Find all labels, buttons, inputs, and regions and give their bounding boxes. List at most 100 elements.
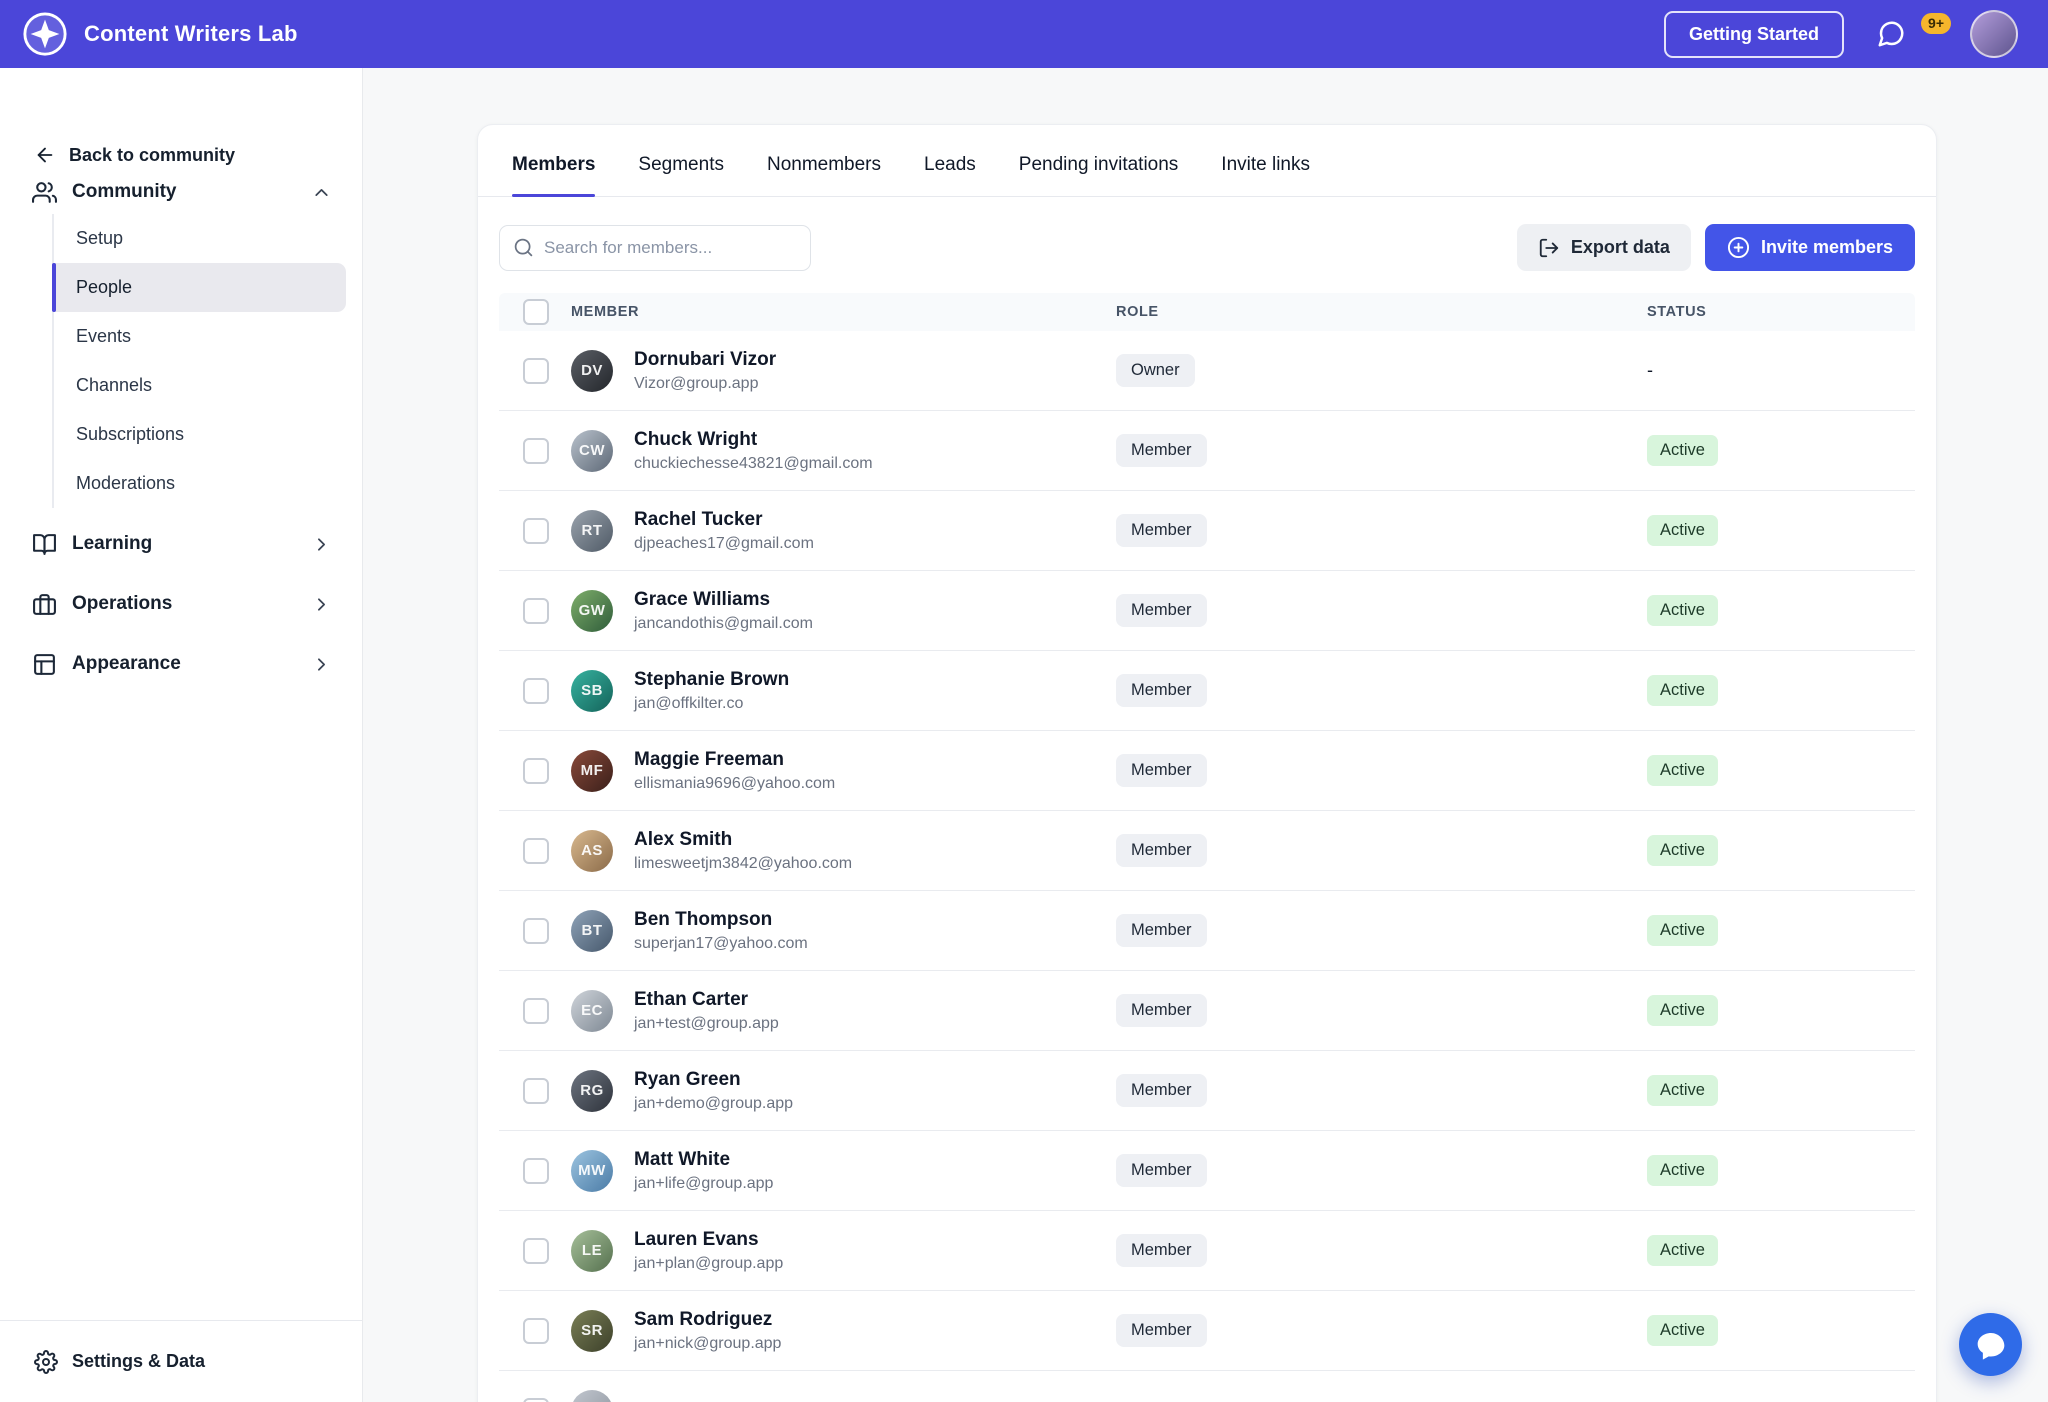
- members-card: Members Segments Nonmembers Leads Pending in…: [477, 124, 1937, 1402]
- status-cell: Active: [1647, 915, 1915, 946]
- tab-nonmembers[interactable]: Nonmembers: [767, 154, 881, 196]
- export-icon: [1539, 238, 1559, 257]
- tab-segments[interactable]: Segments: [638, 154, 724, 196]
- member-name: Ben Thompson: [634, 908, 773, 930]
- app-logo-icon[interactable]: [22, 11, 68, 57]
- status-cell: Active: [1647, 1235, 1915, 1266]
- tab-invite-links[interactable]: Invite links: [1221, 154, 1310, 196]
- status-cell: Active: [1647, 835, 1915, 866]
- role-badge: Member: [1116, 1314, 1207, 1347]
- back-to-community-link[interactable]: Back to community: [34, 142, 362, 168]
- sidebar-section-operations[interactable]: Operations: [0, 574, 362, 634]
- member-cell: Alex Smith limesweetjm3842@yahoo.com: [634, 829, 1116, 873]
- tab-label: Pending invitations: [1018, 154, 1179, 175]
- tab-label: Invite links: [1221, 154, 1310, 175]
- invite-members-button[interactable]: Invite members: [1704, 224, 1915, 271]
- row-checkbox[interactable]: [523, 357, 549, 384]
- sidebar-item-setup[interactable]: Setup: [54, 214, 346, 263]
- table-row: SB Stephanie Brown jan@offkilter.co Memb…: [499, 651, 1915, 731]
- tab-members[interactable]: Members: [512, 154, 596, 197]
- row-checkbox[interactable]: [523, 677, 549, 704]
- member-name: Lauren Evans: [634, 1228, 759, 1250]
- getting-started-button[interactable]: Getting Started: [1663, 10, 1844, 58]
- member-email: djpeaches17@gmail.com: [634, 534, 814, 552]
- select-all-checkbox[interactable]: [523, 299, 549, 325]
- member-avatar: SR: [571, 1309, 613, 1352]
- messages-icon[interactable]: [1876, 19, 1906, 49]
- sidebar-subitem-label: Moderations: [76, 473, 176, 493]
- topbar: Content Writers Lab Getting Started 9+: [0, 0, 2048, 68]
- member-email: jan+plan@group.app: [634, 1254, 784, 1272]
- sidebar-subitem-label: Events: [76, 326, 132, 346]
- table-row: RT Rachel Tucker djpeaches17@gmail.com M…: [499, 491, 1915, 571]
- role-badge: Member: [1116, 834, 1207, 867]
- notification-count-badge: 9+: [1921, 13, 1951, 34]
- settings-and-data-link[interactable]: Settings & Data: [0, 1320, 362, 1402]
- member-avatar: AS: [571, 829, 613, 872]
- sidebar-item-events[interactable]: Events: [54, 312, 346, 361]
- member-table-body: DV Dornubari Vizor Vizor@group.app Owner…: [499, 331, 1915, 1402]
- member-cell: Dornubari Vizor Vizor@group.app: [634, 349, 1116, 393]
- row-checkbox[interactable]: [523, 517, 549, 544]
- table-row: GW Grace Williams jancandothis@gmail.com…: [499, 571, 1915, 651]
- member-name: Grace Williams: [634, 588, 771, 610]
- user-avatar[interactable]: [1970, 10, 2018, 58]
- role-cell: Member: [1116, 674, 1647, 707]
- status-badge: Active: [1647, 1075, 1718, 1106]
- appearance-section-label: Appearance: [72, 653, 181, 674]
- search-icon: [514, 238, 533, 256]
- sidebar-section-community[interactable]: Community: [0, 170, 362, 214]
- status-badge: Active: [1647, 835, 1718, 866]
- member-avatar: [571, 1389, 613, 1402]
- status-cell: Active: [1647, 1315, 1915, 1346]
- status-cell: Active: [1647, 435, 1915, 466]
- settings-label: Settings & Data: [72, 1351, 206, 1371]
- row-checkbox[interactable]: [523, 1237, 549, 1264]
- tab-bar: Members Segments Nonmembers Leads Pending in…: [478, 125, 1936, 197]
- status-cell: Active: [1647, 515, 1915, 546]
- status-badge: Active: [1647, 435, 1718, 466]
- plus-circle-icon: [1727, 236, 1749, 259]
- table-row: LE Lauren Evans jan+plan@group.app Membe…: [499, 1211, 1915, 1291]
- member-email: jan+test@group.app: [634, 1014, 779, 1032]
- member-name: Chuck Wright: [634, 428, 758, 450]
- table-row: AS Alex Smith limesweetjm3842@yahoo.com …: [499, 811, 1915, 891]
- status-badge: Active: [1647, 755, 1718, 786]
- member-cell: Chuck Wright chuckiechesse43821@gmail.co…: [634, 429, 1116, 473]
- sidebar-item-subscriptions[interactable]: Subscriptions: [54, 410, 346, 459]
- role-cell: Member: [1116, 834, 1647, 867]
- status-badge: Active: [1647, 515, 1718, 546]
- row-checkbox[interactable]: [523, 597, 549, 624]
- row-checkbox[interactable]: [523, 917, 549, 944]
- member-cell: Ethan Carter jan+test@group.app: [634, 989, 1116, 1033]
- chat-widget-button[interactable]: [1959, 1313, 2022, 1376]
- search-input[interactable]: [499, 224, 811, 271]
- tab-pending-invitations[interactable]: Pending invitations: [1019, 154, 1179, 196]
- sidebar-section-appearance[interactable]: Appearance: [0, 634, 362, 694]
- export-data-button[interactable]: Export data: [1516, 224, 1691, 271]
- row-checkbox[interactable]: [523, 1317, 549, 1344]
- member-name: Alex Smith: [634, 828, 733, 850]
- sidebar-subitem-label: People: [76, 277, 133, 297]
- row-checkbox[interactable]: [523, 997, 549, 1024]
- role-cell: Owner: [1116, 354, 1647, 387]
- chevron-right-icon: [311, 594, 332, 615]
- row-checkbox[interactable]: [523, 757, 549, 784]
- member-name: Ryan Green: [634, 1068, 741, 1090]
- row-checkbox[interactable]: [523, 437, 549, 464]
- sidebar-section-learning[interactable]: Learning: [0, 514, 362, 574]
- tab-leads[interactable]: Leads: [924, 154, 976, 196]
- tab-label: Members: [512, 154, 596, 175]
- row-checkbox[interactable]: [523, 1397, 549, 1402]
- member-cell: Sam Rodriguez jan+nick@group.app: [634, 1309, 1116, 1353]
- row-checkbox[interactable]: [523, 837, 549, 864]
- row-checkbox[interactable]: [523, 1157, 549, 1184]
- row-checkbox[interactable]: [523, 1077, 549, 1104]
- sidebar-item-moderations[interactable]: Moderations: [54, 459, 346, 508]
- member-avatar: MW: [571, 1149, 613, 1192]
- sidebar-item-channels[interactable]: Channels: [54, 361, 346, 410]
- table-row: BT Ben Thompson superjan17@yahoo.com Mem…: [499, 891, 1915, 971]
- table-row: EC Ethan Carter jan+test@group.app Membe…: [499, 971, 1915, 1051]
- sidebar-item-people[interactable]: People: [52, 263, 346, 312]
- invite-label: Invite members: [1760, 237, 1893, 257]
